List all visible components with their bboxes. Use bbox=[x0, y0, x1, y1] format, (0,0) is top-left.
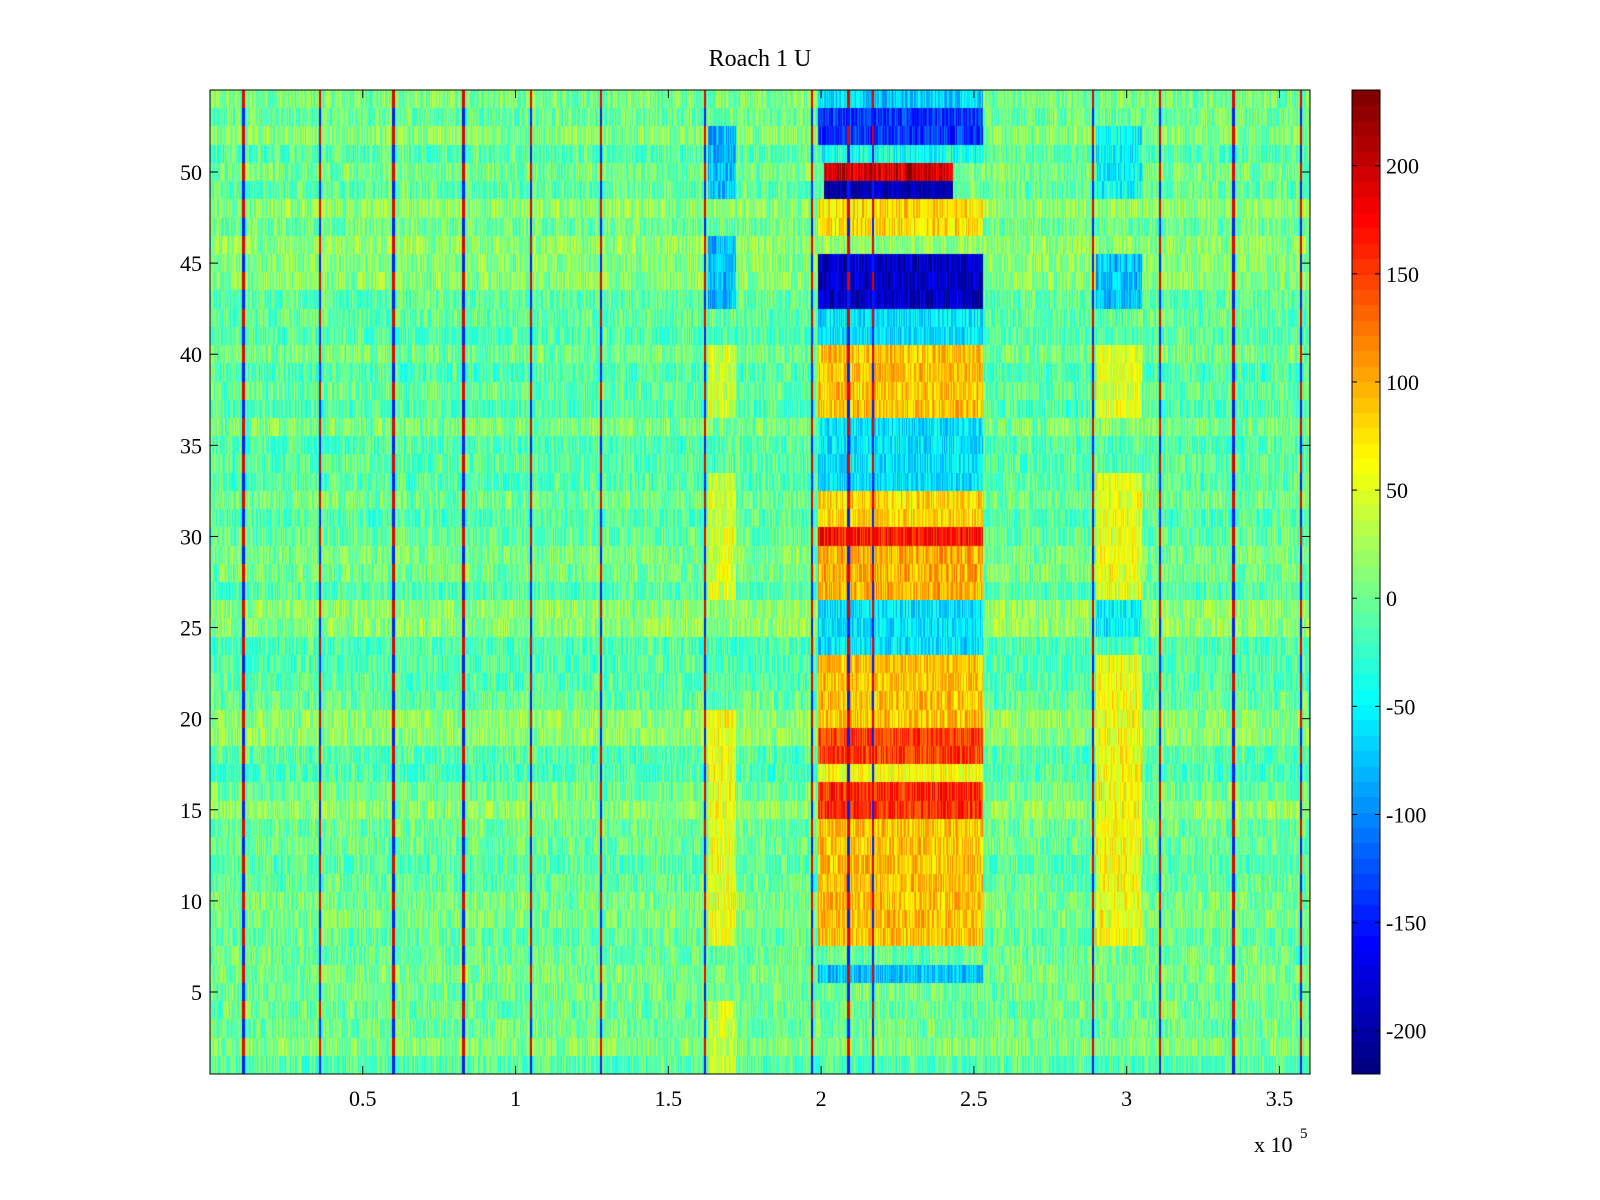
chart-title: Roach 1 U bbox=[709, 46, 812, 72]
colorbar-tick-label: -100 bbox=[1386, 802, 1426, 827]
colorbar-tick-label: -50 bbox=[1386, 694, 1415, 719]
y-tick-label: 25 bbox=[180, 616, 202, 641]
x-axis-exponent: x 10 5 bbox=[1254, 1126, 1308, 1157]
y-tick-label: 10 bbox=[180, 889, 202, 914]
colorbar-tick-label: -150 bbox=[1386, 911, 1426, 936]
colorbar-tick-label: 200 bbox=[1386, 154, 1419, 179]
colorbar-tick-label: 0 bbox=[1386, 586, 1397, 611]
y-tick-label: 45 bbox=[180, 251, 202, 276]
x-tick-label: 2.5 bbox=[960, 1086, 988, 1111]
x-tick-label: 3.5 bbox=[1266, 1086, 1294, 1111]
y-tick-label: 35 bbox=[180, 433, 202, 458]
colorbar: -200 -150 -100 -50 0 50 100 150 200 bbox=[1351, 89, 1426, 1075]
y-tick-label: 50 bbox=[180, 160, 202, 185]
colorbar-tick-label: 50 bbox=[1386, 478, 1408, 503]
x-tick-label: 3 bbox=[1121, 1086, 1132, 1111]
y-tick-label: 15 bbox=[180, 798, 202, 823]
x-tick-label: 2 bbox=[816, 1086, 827, 1111]
heatmap-plot-area bbox=[209, 89, 1311, 1075]
y-tick-label: 40 bbox=[180, 342, 202, 367]
colorbar-gradient bbox=[1352, 90, 1380, 1074]
heatmap-image bbox=[210, 90, 1310, 1074]
y-tick-label: 5 bbox=[191, 980, 202, 1005]
x-tick-label: 0.5 bbox=[349, 1086, 377, 1111]
x-exponent-base: x 10 bbox=[1254, 1132, 1293, 1157]
x-tick-label: 1.5 bbox=[655, 1086, 683, 1111]
colorbar-tick-label: -200 bbox=[1386, 1019, 1426, 1044]
plot-frame bbox=[209, 89, 1311, 1075]
colorbar-tick-label: 100 bbox=[1386, 370, 1419, 395]
colorbar-ticks: -200 -150 -100 -50 0 50 100 150 200 bbox=[1352, 154, 1426, 1044]
x-axis: 0.5 1 1.5 2 2.5 3 3.5 bbox=[349, 90, 1293, 1111]
y-tick-label: 30 bbox=[180, 524, 202, 549]
x-tick-label: 1 bbox=[510, 1086, 521, 1111]
x-exponent-power: 5 bbox=[1300, 1126, 1308, 1142]
colorbar-tick-label: 150 bbox=[1386, 262, 1419, 287]
y-tick-label: 20 bbox=[180, 707, 202, 732]
colorbar-frame bbox=[1351, 89, 1381, 1075]
y-axis: 5 10 15 20 25 30 35 40 45 50 bbox=[180, 160, 1310, 1005]
